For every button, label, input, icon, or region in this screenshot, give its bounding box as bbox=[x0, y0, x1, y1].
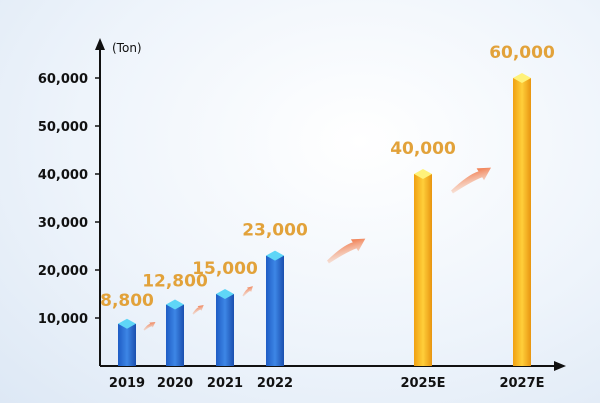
bar-2020 bbox=[166, 299, 184, 366]
y-tick-labels: 10,000 20,000 30,000 40,000 50,000 60,000 bbox=[38, 72, 100, 327]
data-label: 8,800 bbox=[100, 291, 154, 311]
trend-arrows bbox=[143, 167, 492, 331]
y-tick-label: 40,000 bbox=[38, 168, 88, 183]
bar-2022 bbox=[266, 250, 284, 366]
unit-label: (Ton) bbox=[112, 41, 142, 55]
bar-cap bbox=[118, 318, 136, 329]
x-tick-label: 2019 bbox=[109, 376, 145, 391]
bar-body bbox=[216, 294, 234, 366]
data-label: 40,000 bbox=[390, 139, 456, 159]
bar-body bbox=[414, 174, 432, 366]
x-tick-label: 2025E bbox=[400, 376, 445, 391]
trend-arrow-icon bbox=[143, 321, 156, 331]
y-axis-arrow-icon bbox=[95, 38, 105, 50]
y-tick-label: 10,000 bbox=[38, 312, 88, 327]
bar-2021 bbox=[216, 289, 234, 366]
bar-2025E bbox=[414, 169, 432, 366]
data-label: 60,000 bbox=[489, 43, 555, 63]
x-tick-label: 2027E bbox=[499, 376, 544, 391]
bar-body bbox=[513, 78, 531, 366]
bar-2027E bbox=[513, 73, 531, 366]
trend-arrow-icon bbox=[327, 238, 366, 264]
data-label: 23,000 bbox=[242, 221, 308, 241]
y-tick-label: 60,000 bbox=[38, 72, 88, 87]
data-label: 12,800 bbox=[142, 272, 208, 292]
trend-arrow-icon bbox=[192, 305, 204, 315]
data-label: 15,000 bbox=[192, 259, 258, 279]
bar-cap bbox=[266, 250, 284, 261]
bar-2019 bbox=[118, 318, 136, 366]
y-tick-label: 30,000 bbox=[38, 216, 88, 231]
bar-body bbox=[166, 304, 184, 366]
x-tick-label: 2022 bbox=[257, 376, 293, 391]
bar-cap bbox=[513, 73, 531, 83]
bar-body bbox=[118, 323, 136, 366]
bar-cap bbox=[216, 289, 234, 299]
trend-arrow-icon bbox=[451, 167, 492, 194]
trend-arrow-icon bbox=[242, 286, 253, 297]
x-tick-labels: 2019 2020 2021 2022 2025E 2027E bbox=[109, 376, 545, 391]
bar-body bbox=[266, 255, 284, 366]
bar-cap bbox=[414, 169, 432, 179]
bar-cap bbox=[166, 299, 184, 310]
y-tick-label: 20,000 bbox=[38, 264, 88, 279]
x-tick-label: 2021 bbox=[207, 376, 243, 391]
x-axis-arrow-icon bbox=[554, 361, 566, 371]
axes: (Ton) bbox=[95, 38, 566, 371]
y-tick-label: 50,000 bbox=[38, 120, 88, 135]
x-tick-label: 2020 bbox=[157, 376, 193, 391]
bars bbox=[118, 73, 531, 366]
